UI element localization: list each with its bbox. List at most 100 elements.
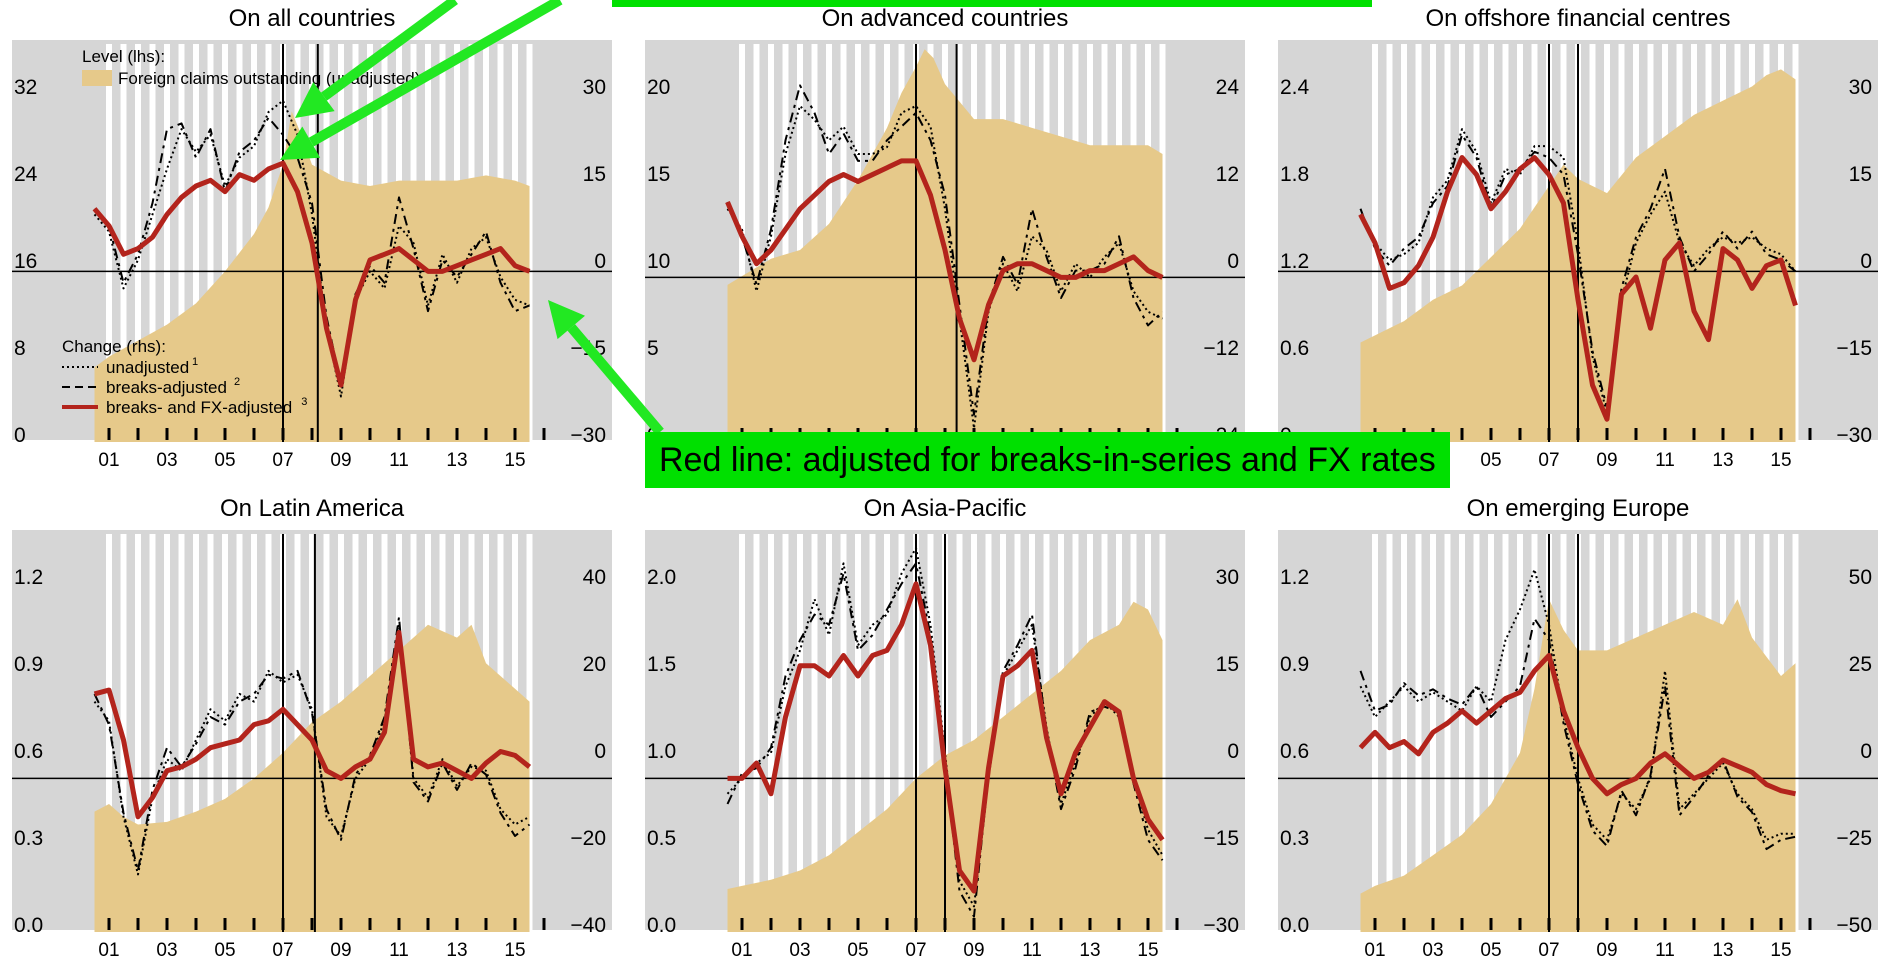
lhs-tick-label: 24	[14, 163, 38, 186]
x-tick-label: 09	[330, 940, 351, 960]
chart-panel: On emerging Europe 1.2 0.9 0.6 0.3 0.0 50 25 0 −2…	[1278, 495, 1878, 960]
rhs-tick-label: 15	[1849, 163, 1872, 186]
rhs-tick-label: 0	[1227, 740, 1239, 763]
lhs-tick-label: 0.6	[1280, 337, 1309, 360]
rhs-tick-label: 24	[1216, 76, 1240, 99]
arrow-shaft	[321, 0, 458, 101]
lhs-tick-label: 0.9	[14, 653, 43, 676]
lhs-tick-label: 0.0	[647, 914, 676, 937]
x-tick-label: 01	[1364, 940, 1385, 960]
rhs-tick-label: 40	[583, 566, 606, 589]
rhs-tick-label: 15	[1216, 653, 1239, 676]
lhs-tick-label: 0.5	[647, 827, 676, 850]
x-tick-label: 11	[389, 940, 409, 960]
chart-panel: On offshore financial centres 2.4 1.8 1.2 0.…	[1278, 5, 1878, 471]
lhs-tick-label: 10	[647, 250, 670, 273]
rhs-tick-label: 0	[1860, 250, 1872, 273]
x-tick-label: 01	[98, 940, 119, 960]
series-line-solid-red	[1358, 653, 1797, 797]
rhs-tick-label: 0	[594, 740, 606, 763]
arrow-shaft	[567, 324, 664, 436]
rhs-tick-label: 25	[1849, 653, 1872, 676]
arrow-head	[280, 126, 321, 160]
lhs-tick-label: 0	[14, 424, 26, 447]
lhs-tick-label: 32	[14, 76, 37, 99]
legend-swatch-level	[82, 70, 112, 86]
rhs-tick-label: 15	[583, 163, 606, 186]
series-line-dotted	[1359, 128, 1797, 415]
series-line-solid-red	[727, 581, 1165, 894]
legend-item-sup: 2	[234, 376, 240, 388]
rhs-tick-label: −30	[1836, 424, 1872, 447]
x-tick-label: 05	[1480, 450, 1501, 471]
arrow-right	[548, 300, 664, 436]
level-area	[94, 111, 530, 442]
rhs-tick-label: 30	[1849, 76, 1872, 99]
x-tick-label: 03	[156, 940, 177, 960]
legend-level-label: Foreign claims outstanding (unadjusted)	[118, 69, 420, 88]
x-tick-label: 07	[1538, 450, 1559, 471]
lhs-tick-label: 1.2	[1280, 566, 1309, 589]
series-line-dashed	[93, 616, 531, 872]
x-tick-label: 11	[389, 450, 409, 471]
panel-title: On advanced countries	[822, 5, 1069, 32]
rhs-tick-label: −50	[1836, 914, 1872, 937]
x-tick-label: 13	[1079, 940, 1100, 960]
panel-title: On Asia-Pacific	[864, 495, 1027, 522]
rhs-tick-label: 50	[1849, 566, 1872, 589]
arrow-head	[548, 300, 586, 340]
x-tick-label: 01	[98, 450, 119, 471]
x-tick-label: 03	[789, 940, 810, 960]
lhs-tick-label: 5	[647, 337, 659, 360]
lhs-tick-label: 1.0	[647, 740, 676, 763]
lhs-tick-label: 1.5	[647, 653, 676, 676]
x-tick-label: 15	[504, 450, 525, 471]
rhs-tick-label: −15	[1203, 827, 1239, 850]
chart-panel: On Latin America 1.2 0.9 0.6 0.3 0.0 40 20 0 −20 −…	[12, 495, 612, 960]
series-line-solid-red	[92, 160, 531, 388]
x-tick-label: 03	[156, 450, 177, 471]
rhs-tick-label: −30	[570, 424, 606, 447]
panel-title: On Latin America	[220, 495, 405, 522]
lhs-tick-label: 0.9	[1280, 653, 1309, 676]
lhs-tick-label: 2.4	[1280, 76, 1310, 99]
rhs-tick-label: −12	[1203, 337, 1239, 360]
lhs-tick-label: 0.6	[14, 740, 43, 763]
lhs-tick-label: 2.0	[647, 566, 676, 589]
series-line-dashed	[1359, 133, 1797, 409]
annotation-top-strip	[612, 0, 1372, 7]
series-line-dashed	[726, 84, 1164, 416]
rhs-tick-label: −15	[1836, 337, 1872, 360]
rhs-tick-label: 0	[1227, 250, 1239, 273]
lhs-tick-label: 0.3	[1280, 827, 1309, 850]
x-tick-label: 11	[1655, 940, 1675, 960]
x-tick-label: 13	[1712, 940, 1733, 960]
x-tick-label: 13	[1712, 450, 1733, 471]
x-tick-label: 09	[1596, 450, 1617, 471]
legend-level-title: Level (lhs):	[82, 47, 165, 66]
lhs-tick-label: 1.2	[14, 566, 43, 589]
rhs-tick-label: −25	[1836, 827, 1872, 850]
x-tick-label: 15	[1770, 450, 1791, 471]
series-line-dotted	[93, 99, 530, 398]
arrow-upper	[295, 0, 458, 118]
x-tick-label: 15	[504, 940, 525, 960]
panel-title: On offshore financial centres	[1425, 5, 1730, 32]
lhs-tick-label: 16	[14, 250, 37, 273]
x-tick-label: 11	[1655, 450, 1675, 471]
legend-item-label: breaks- and FX-adjusted	[106, 398, 292, 417]
rhs-tick-label: −30	[1203, 914, 1239, 937]
x-tick-label: 05	[847, 940, 868, 960]
x-tick-label: 09	[963, 940, 984, 960]
x-tick-label: 15	[1137, 940, 1158, 960]
rhs-tick-label: 12	[1216, 163, 1239, 186]
x-tick-label: 07	[905, 940, 926, 960]
lhs-tick-label: 0.6	[1280, 740, 1309, 763]
annotation-label: Red line: adjusted for breaks-in-series …	[645, 432, 1450, 488]
rhs-tick-label: −20	[570, 827, 606, 850]
chart-panel: On Asia-Pacific 2.0 1.5 1.0 0.5 0.0 30 15 0 −15 −3…	[645, 495, 1245, 960]
rhs-tick-label: −40	[570, 914, 606, 937]
lhs-tick-label: 8	[14, 337, 26, 360]
x-tick-label: 15	[1770, 940, 1791, 960]
series-line-dotted	[726, 547, 1164, 908]
